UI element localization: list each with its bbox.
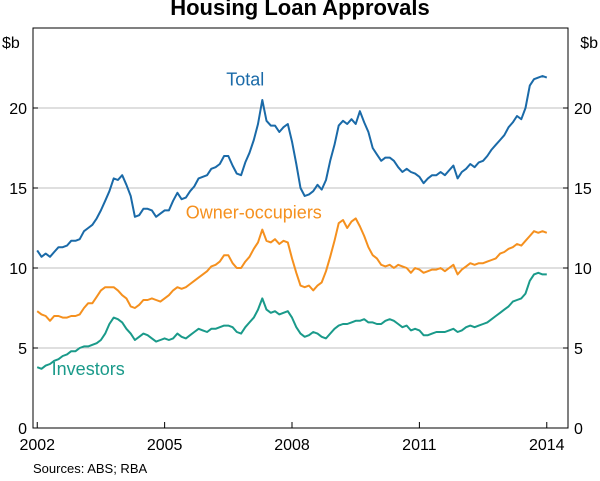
x-tick-label: 2002 — [19, 437, 55, 454]
y-tick-label-left: 0 — [18, 421, 27, 438]
x-tick-label: 2008 — [274, 437, 310, 454]
x-tick-label: 2005 — [147, 437, 183, 454]
series-label-owner-occupiers: Owner-occupiers — [186, 202, 322, 222]
series-labels: Total Owner-occupiers Investors — [52, 70, 322, 380]
y-tick-label-right: 5 — [574, 341, 583, 358]
y-axis-unit-right: $b — [580, 35, 598, 52]
y-tick-label-right: 0 — [574, 421, 583, 438]
y-tick-label-right: 15 — [574, 181, 592, 198]
y-tick-label-left: 5 — [18, 341, 27, 358]
y-tick-label-left: 15 — [9, 181, 27, 198]
source-note: Sources: ABS; RBA — [33, 461, 148, 476]
series-line-total — [36, 75, 548, 258]
tick-labels: 0 0 5 5 10 10 15 15 20 20 2002 2005 2008 2011 2014 — [9, 101, 592, 454]
series-line-owner-occupiers — [36, 217, 548, 322]
gridlines — [33, 107, 568, 349]
chart-title: Housing Loan Approvals — [170, 0, 430, 20]
x-tick-label: 2014 — [529, 437, 565, 454]
y-tick-label-left: 20 — [9, 101, 27, 118]
x-tick-label: 2011 — [402, 437, 437, 454]
series-line-investors — [36, 271, 547, 370]
series-label-total: Total — [226, 70, 264, 90]
y-tick-label-left: 10 — [9, 261, 27, 278]
y-tick-label-right: 20 — [574, 101, 592, 118]
y-tick-label-right: 10 — [574, 261, 592, 278]
series-lines — [36, 75, 548, 370]
y-axis-unit-left: $b — [2, 35, 20, 52]
series-label-investors: Investors — [52, 359, 125, 379]
plot-frame — [32, 27, 569, 429]
